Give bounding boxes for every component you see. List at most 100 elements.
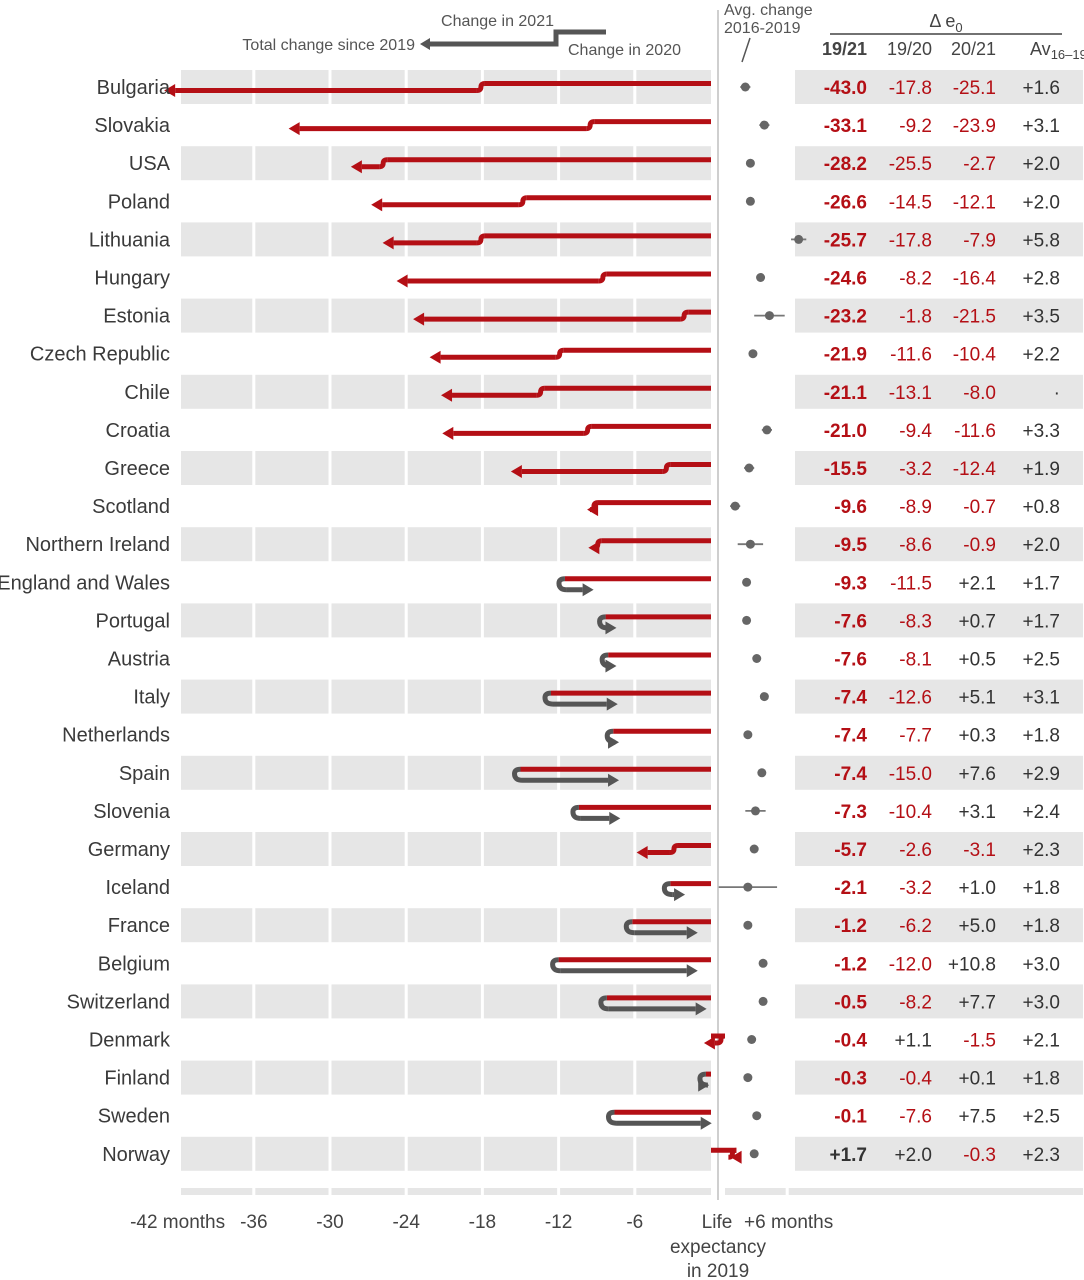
value-19-21: -43.0 xyxy=(824,78,867,99)
value-19-20: -9.2 xyxy=(899,116,932,137)
connector-2021 xyxy=(550,957,561,974)
value-19-20: +2.0 xyxy=(894,1145,932,1166)
avg-dot xyxy=(752,654,762,663)
value-19-21: -26.6 xyxy=(824,192,867,213)
row-band-chart xyxy=(181,374,711,409)
value-19-21: -24.6 xyxy=(824,269,867,290)
avg-dot xyxy=(749,1149,759,1159)
value-av-16-19: +3.3 xyxy=(1022,421,1060,442)
value-19-21: +1.7 xyxy=(829,1145,867,1166)
value-19-20: -8.1 xyxy=(899,650,932,671)
country-label: Slovakia xyxy=(94,115,170,137)
gridlines xyxy=(176,10,789,1200)
value-19-20: -10.4 xyxy=(889,802,933,823)
value-av-16-19: +2.0 xyxy=(1022,154,1060,175)
value-19-20: -9.4 xyxy=(899,421,932,442)
connector-2021 xyxy=(598,995,609,1012)
connector-2021 xyxy=(542,690,554,707)
country-label: Norway xyxy=(102,1144,170,1166)
value-av-16-19: +2.3 xyxy=(1022,840,1060,861)
avg-dot xyxy=(730,501,740,511)
country-label: Czech Republic xyxy=(30,344,170,366)
avg-dot xyxy=(747,1035,757,1044)
row-band-table xyxy=(795,755,1083,790)
row-band-table xyxy=(795,451,1083,485)
value-19-21: -7.4 xyxy=(834,726,867,747)
value-20-21: -12.4 xyxy=(953,459,997,480)
value-20-21: -3.1 xyxy=(963,840,996,861)
legend-change-2021: Change in 2021 xyxy=(441,13,554,30)
value-19-21: -21.1 xyxy=(824,383,868,404)
avg-dot xyxy=(748,349,758,359)
country-label: Portugal xyxy=(96,610,171,632)
value-19-21: -23.2 xyxy=(824,307,867,328)
value-20-21: +5.0 xyxy=(958,916,996,937)
value-19-20: -25.5 xyxy=(889,154,932,175)
value-19-21: -7.6 xyxy=(834,650,867,671)
value-av-16-19: +3.5 xyxy=(1022,307,1060,328)
value-av-16-19: +3.1 xyxy=(1022,688,1060,709)
value-19-20: -0.4 xyxy=(899,1069,932,1090)
connector-2021 xyxy=(728,1147,737,1160)
x-tick-label: -42 months xyxy=(130,1212,225,1233)
header-col-20-21: 20/21 xyxy=(951,39,996,59)
row-band-table xyxy=(795,679,1083,714)
arrowhead-2021 xyxy=(605,621,617,635)
country-label: Netherlands xyxy=(62,725,170,747)
row-band-chart xyxy=(181,298,711,333)
x-tick-label: -24 xyxy=(392,1212,420,1233)
value-20-21: -7.9 xyxy=(963,230,996,251)
country-label: Slovenia xyxy=(93,801,171,823)
row-band-table xyxy=(795,70,1083,104)
value-19-21: -25.7 xyxy=(824,230,867,251)
arrowhead-2021 xyxy=(636,846,648,859)
avg-dot xyxy=(743,1073,753,1083)
value-19-20: -15.0 xyxy=(889,764,932,785)
row-band-chart xyxy=(181,527,711,562)
row-band-chart xyxy=(181,984,711,1019)
avg-dot xyxy=(752,1111,762,1121)
row-band-table xyxy=(795,908,1083,943)
value-19-21: -33.1 xyxy=(824,116,868,137)
arrowhead-2021 xyxy=(413,312,425,326)
arrowhead-2021 xyxy=(703,1036,715,1050)
connector-2021 xyxy=(556,576,568,593)
country-label: Northern Ireland xyxy=(25,534,170,556)
arrowhead-2021 xyxy=(429,350,441,364)
row-band-chart xyxy=(181,679,711,714)
country-label: USA xyxy=(129,153,171,175)
value-table: -43.0 -17.8 -25.1 +1.6 -33.1 -9.2 -23.9 +3.1 -28… xyxy=(824,78,1061,1166)
value-20-21: -25.1 xyxy=(953,78,996,99)
avg-dot xyxy=(758,996,768,1006)
row-band-table xyxy=(795,527,1083,562)
row-band-chart xyxy=(181,1136,711,1171)
value-19-20: -7.6 xyxy=(899,1107,932,1128)
avg-dot xyxy=(757,768,767,778)
country-label: Austria xyxy=(108,649,171,671)
arrowhead-2021 xyxy=(510,465,522,478)
value-19-20: -3.2 xyxy=(899,878,932,899)
value-av-16-19: +1.8 xyxy=(1022,878,1060,899)
value-19-21: -9.5 xyxy=(834,535,867,556)
value-19-20: -8.2 xyxy=(899,269,932,290)
value-19-20: -12.6 xyxy=(889,688,932,709)
country-label: Germany xyxy=(88,839,170,861)
value-20-21: +2.1 xyxy=(958,573,996,594)
value-20-21: +10.8 xyxy=(948,954,996,975)
arrowhead-2021 xyxy=(686,964,698,978)
value-av-16-19: +1.7 xyxy=(1022,573,1060,594)
arrowhead-2021 xyxy=(164,84,176,97)
value-av-16-19: +1.6 xyxy=(1022,78,1060,99)
arrowhead-2021 xyxy=(442,426,454,440)
country-label: Scotland xyxy=(92,496,170,518)
avg-dot xyxy=(744,463,754,473)
arrowhead-2021 xyxy=(698,1078,710,1092)
value-19-20: -8.3 xyxy=(899,611,932,632)
country-label: Spain xyxy=(119,763,170,785)
value-19-20: -8.9 xyxy=(899,497,932,518)
value-20-21: +0.1 xyxy=(958,1069,996,1090)
value-19-21: -1.2 xyxy=(834,916,867,937)
value-19-21: -1.2 xyxy=(834,954,867,975)
value-av-16-19: · xyxy=(1054,383,1060,404)
